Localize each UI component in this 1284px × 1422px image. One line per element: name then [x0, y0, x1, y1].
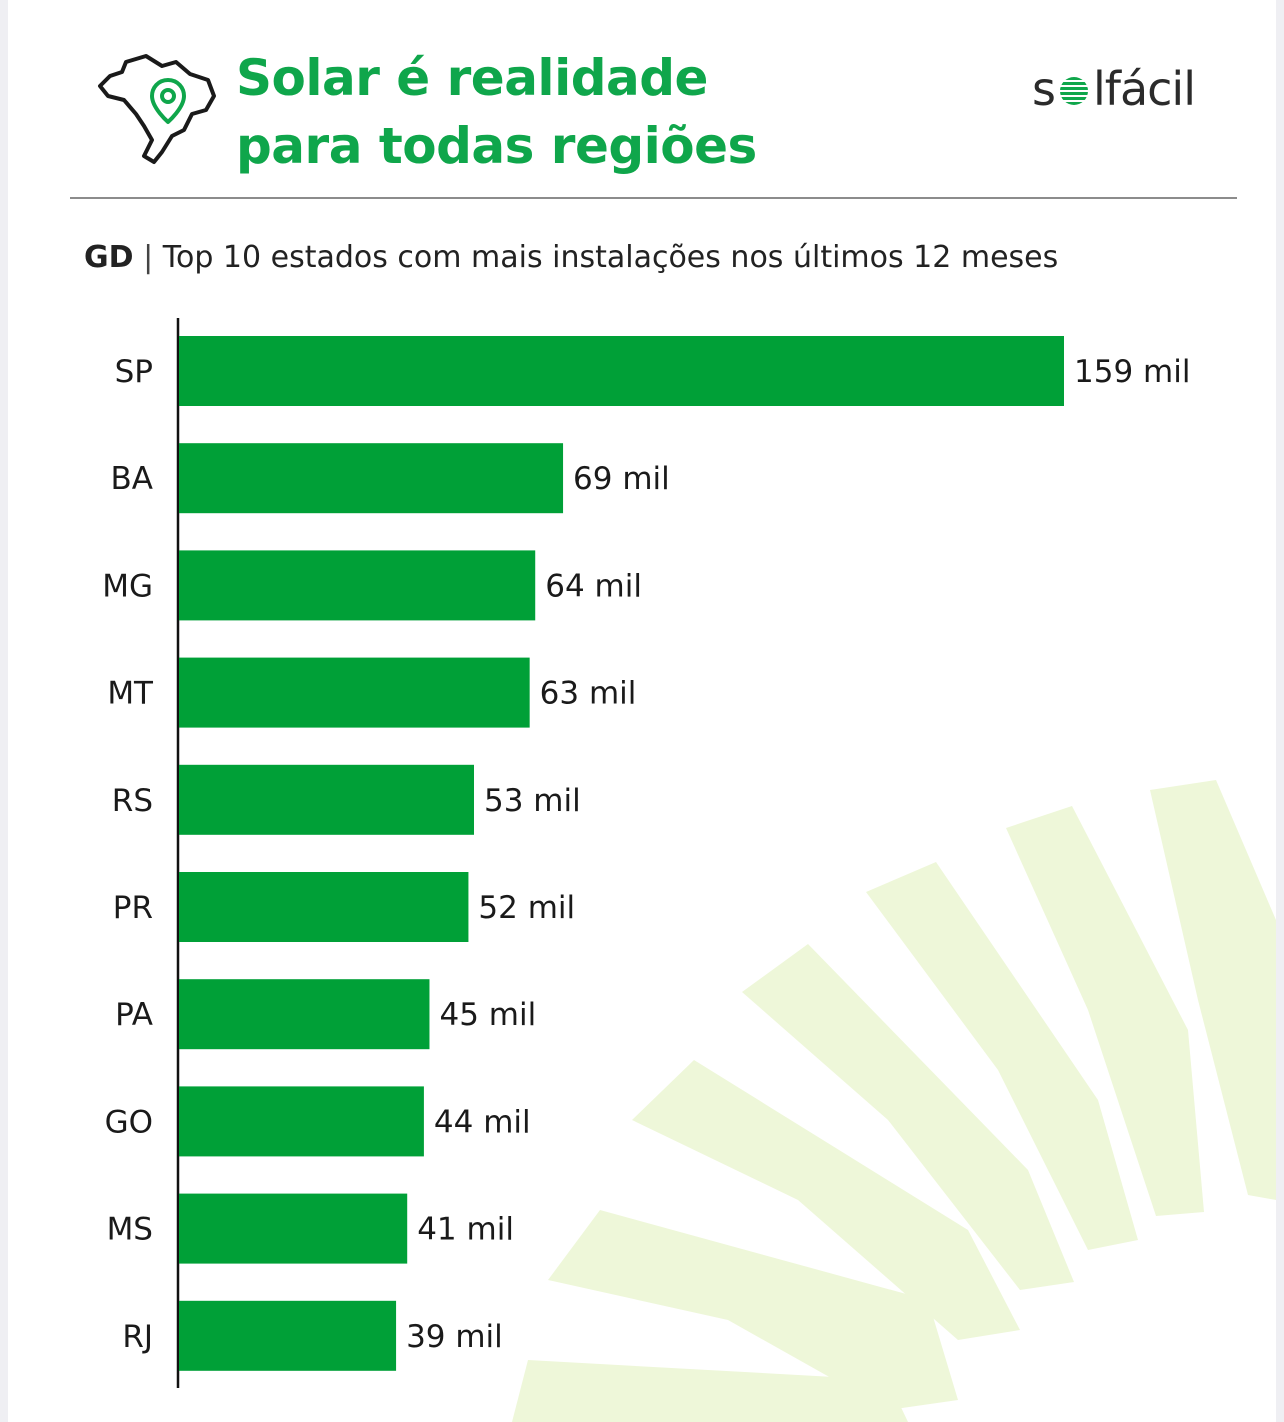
title-line-2: para todas regiões: [236, 117, 757, 175]
value-label-rj: 39 mil: [406, 1319, 503, 1355]
bar-pr: [179, 872, 469, 942]
bar-pa: [179, 979, 430, 1050]
value-label-pr: 52 mil: [478, 890, 575, 926]
bar-rj: [179, 1300, 397, 1371]
title-line-1: Solar é realidade: [236, 49, 708, 107]
bar-mt: [179, 657, 530, 728]
page-title: Solar é realidade para todas regiões: [236, 44, 757, 180]
value-label-mg: 64 mil: [545, 568, 642, 604]
category-label-mt: MT: [107, 676, 154, 712]
brand-text-suffix: lfácil: [1092, 62, 1196, 116]
value-label-rs: 53 mil: [484, 783, 581, 819]
left-edge: [0, 0, 8, 1422]
category-label-rs: RS: [112, 783, 153, 819]
bar-sp: [179, 336, 1064, 406]
category-label-pr: PR: [113, 890, 153, 926]
category-label-ba: BA: [111, 461, 153, 497]
bar-go: [179, 1086, 424, 1157]
infographic-card: Solar é realidade para todas regiões s l…: [8, 0, 1276, 1422]
value-label-mt: 63 mil: [540, 676, 637, 712]
sun-stripes-icon: [1059, 77, 1088, 105]
header-divider: [70, 197, 1237, 199]
value-label-ba: 69 mil: [573, 461, 670, 497]
bar-mg: [179, 550, 536, 621]
value-label-ms: 41 mil: [417, 1212, 514, 1248]
bar-rs: [179, 764, 474, 835]
right-edge: [1276, 0, 1284, 1422]
subtitle-tag: GD: [84, 240, 134, 275]
chart-subtitle: GD | Top 10 estados com mais instalações…: [84, 240, 1058, 275]
category-label-pa: PA: [115, 997, 153, 1033]
brazil-map-location-icon: [98, 54, 216, 164]
value-label-pa: 45 mil: [439, 997, 536, 1033]
category-label-rj: RJ: [122, 1319, 153, 1355]
category-label-ms: MS: [107, 1212, 153, 1248]
value-label-sp: 159 mil: [1074, 354, 1190, 390]
bar-chart: SP 159 mil BA 69 mil MG 64 mil MT 63 mil RS 53 mi…: [102, 318, 1190, 1388]
value-label-go: 44 mil: [434, 1104, 531, 1140]
brand-logo: s lfácil: [1032, 62, 1196, 116]
bar-ba: [179, 443, 564, 514]
subtitle-text: Top 10 estados com mais instalações nos …: [162, 240, 1059, 275]
bar-ms: [179, 1193, 408, 1264]
category-label-mg: MG: [102, 568, 153, 604]
brand-text-prefix: s: [1032, 62, 1056, 116]
category-label-go: GO: [105, 1104, 153, 1140]
sun-rays-decoration: [512, 780, 1276, 1422]
subtitle-separator: |: [143, 240, 154, 275]
category-label-sp: SP: [115, 354, 153, 390]
